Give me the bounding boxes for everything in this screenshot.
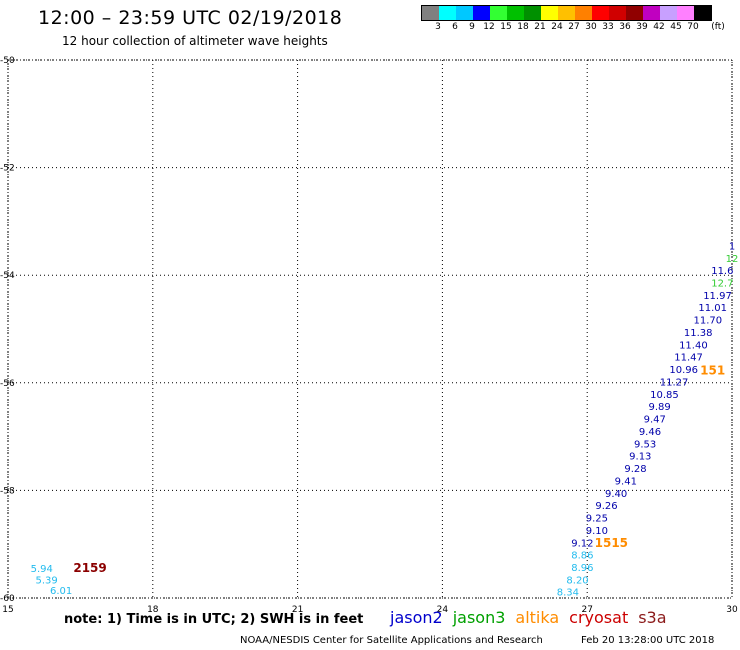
wave-height-value: 8.20 bbox=[566, 575, 588, 586]
legend-swatch bbox=[694, 6, 711, 20]
color-legend-labels: 3 6 9 12 15 18 21 24 27 30 33 36 39 42 45 70 (ft) bbox=[421, 22, 740, 34]
wave-height-value: 9.89 bbox=[648, 402, 670, 413]
legend-label: 24 bbox=[551, 22, 563, 32]
map-frame bbox=[7, 59, 733, 599]
wave-height-value: 9.12 bbox=[571, 538, 593, 549]
legend-label: 6 bbox=[452, 22, 458, 32]
satellite-legend-s3a: s3a bbox=[638, 608, 667, 627]
wave-height-value: 11.27 bbox=[660, 377, 689, 388]
legend-label: 45 bbox=[670, 22, 682, 32]
wave-height-value: 10.96 bbox=[669, 365, 698, 376]
legend-label: 18 bbox=[517, 22, 529, 32]
footer-timestamp: Feb 20 13:28:00 UTC 2018 bbox=[581, 635, 715, 646]
satellite-legend-cryosat: cryosat bbox=[569, 608, 629, 627]
wave-height-value: 11.40 bbox=[679, 340, 708, 351]
wave-height-value: 8.96 bbox=[571, 563, 593, 574]
wave-height-value: 9.40 bbox=[605, 489, 627, 500]
wave-height-value: 11.70 bbox=[694, 316, 723, 327]
wave-height-value: 9.10 bbox=[586, 526, 608, 537]
legend-swatch bbox=[609, 6, 626, 20]
legend-label: 42 bbox=[653, 22, 665, 32]
lon-tick-label: 30 bbox=[726, 605, 738, 615]
legend-swatch bbox=[473, 6, 490, 20]
wave-height-value: 11.01 bbox=[698, 303, 727, 314]
satellite-legend-jason3: jason3 bbox=[452, 608, 506, 627]
footer-credit: NOAA/NESDIS Center for Satellite Applica… bbox=[240, 635, 543, 646]
wave-height-value: 9.26 bbox=[595, 501, 617, 512]
wave-height-value: 8.34 bbox=[557, 587, 579, 598]
lon-tick-label: 27 bbox=[581, 605, 592, 615]
legend-label: 27 bbox=[568, 22, 580, 32]
lon-tick-label: 15 bbox=[2, 605, 13, 615]
plot-note: note: 1) Time is in UTC; 2) SWH is in fe… bbox=[64, 612, 364, 627]
legend-label: 30 bbox=[585, 22, 597, 32]
wave-height-value: 11.47 bbox=[674, 353, 703, 364]
wave-height-value: 5.39 bbox=[35, 575, 57, 586]
wave-height-value: 9.53 bbox=[634, 439, 656, 450]
legend-swatch bbox=[677, 6, 694, 20]
lon-tick-label: 21 bbox=[292, 605, 303, 615]
wave-height-value: 11.97 bbox=[703, 291, 732, 302]
legend-swatch bbox=[592, 6, 609, 20]
legend-label: 39 bbox=[636, 22, 648, 32]
satellite-legend: jason2 jason3 altika cryosat s3a bbox=[390, 608, 677, 627]
legend-swatch bbox=[575, 6, 592, 20]
legend-swatch bbox=[660, 6, 677, 20]
legend-swatch bbox=[558, 6, 575, 20]
legend-swatch bbox=[626, 6, 643, 20]
legend-swatch bbox=[541, 6, 558, 20]
lon-tick-label: 24 bbox=[437, 605, 449, 615]
satellite-legend-jason2: jason2 bbox=[390, 608, 443, 627]
legend-label: 9 bbox=[469, 22, 475, 32]
wave-height-value: 151 bbox=[700, 364, 725, 378]
legend-swatch bbox=[456, 6, 473, 20]
legend-swatch bbox=[439, 6, 456, 20]
lat-tick-label: -58 bbox=[0, 486, 15, 496]
wave-height-value: 5.94 bbox=[31, 564, 53, 575]
page-title: 12:00 – 23:59 UTC 02/19/2018 bbox=[38, 7, 343, 29]
legend-swatch bbox=[524, 6, 541, 20]
lat-tick-label: -54 bbox=[0, 271, 15, 281]
wave-height-value: 9.47 bbox=[644, 415, 666, 426]
lat-tick-label: -56 bbox=[0, 379, 15, 389]
satellite-legend-altika: altika bbox=[515, 608, 560, 627]
wave-height-value: 11.38 bbox=[684, 328, 713, 339]
legend-label: 33 bbox=[602, 22, 614, 32]
legend-unit: (ft) bbox=[711, 22, 725, 32]
legend-label: 12 bbox=[483, 22, 495, 32]
lat-tick-label: -60 bbox=[0, 594, 15, 604]
lon-tick-label: 18 bbox=[147, 605, 159, 615]
wave-height-value: 12.7 bbox=[711, 278, 733, 289]
wave-height-value: 9.41 bbox=[615, 476, 637, 487]
legend-swatch bbox=[507, 6, 524, 20]
wave-height-value: 2159 bbox=[73, 561, 106, 575]
wave-height-value: 12 bbox=[726, 254, 739, 265]
legend-label: 21 bbox=[534, 22, 546, 32]
legend-swatch bbox=[422, 6, 439, 20]
legend-label: 70 bbox=[687, 22, 699, 32]
wave-height-value: 8.86 bbox=[571, 551, 593, 562]
wave-height-value: 1 bbox=[729, 241, 735, 252]
wave-height-value: 6.01 bbox=[50, 586, 72, 597]
lat-tick-label: -52 bbox=[0, 164, 15, 174]
wave-height-value: 9.46 bbox=[639, 427, 661, 438]
legend-label: 3 bbox=[435, 22, 441, 32]
wave-height-value: 1515 bbox=[595, 536, 628, 550]
legend-swatch bbox=[490, 6, 507, 20]
wave-height-value: 9.13 bbox=[629, 452, 651, 463]
wave-height-value: 10.85 bbox=[650, 390, 679, 401]
legend-label: 36 bbox=[619, 22, 631, 32]
lat-tick-label: -50 bbox=[0, 56, 15, 66]
wave-height-value: 9.28 bbox=[624, 464, 646, 475]
color-legend-bar bbox=[421, 5, 712, 21]
wave-height-value: 9.25 bbox=[586, 514, 608, 525]
wave-height-value: 11.6 bbox=[711, 266, 733, 277]
legend-swatch bbox=[643, 6, 660, 20]
legend-label: 15 bbox=[500, 22, 512, 32]
page-subtitle: 12 hour collection of altimeter wave hei… bbox=[62, 34, 328, 48]
